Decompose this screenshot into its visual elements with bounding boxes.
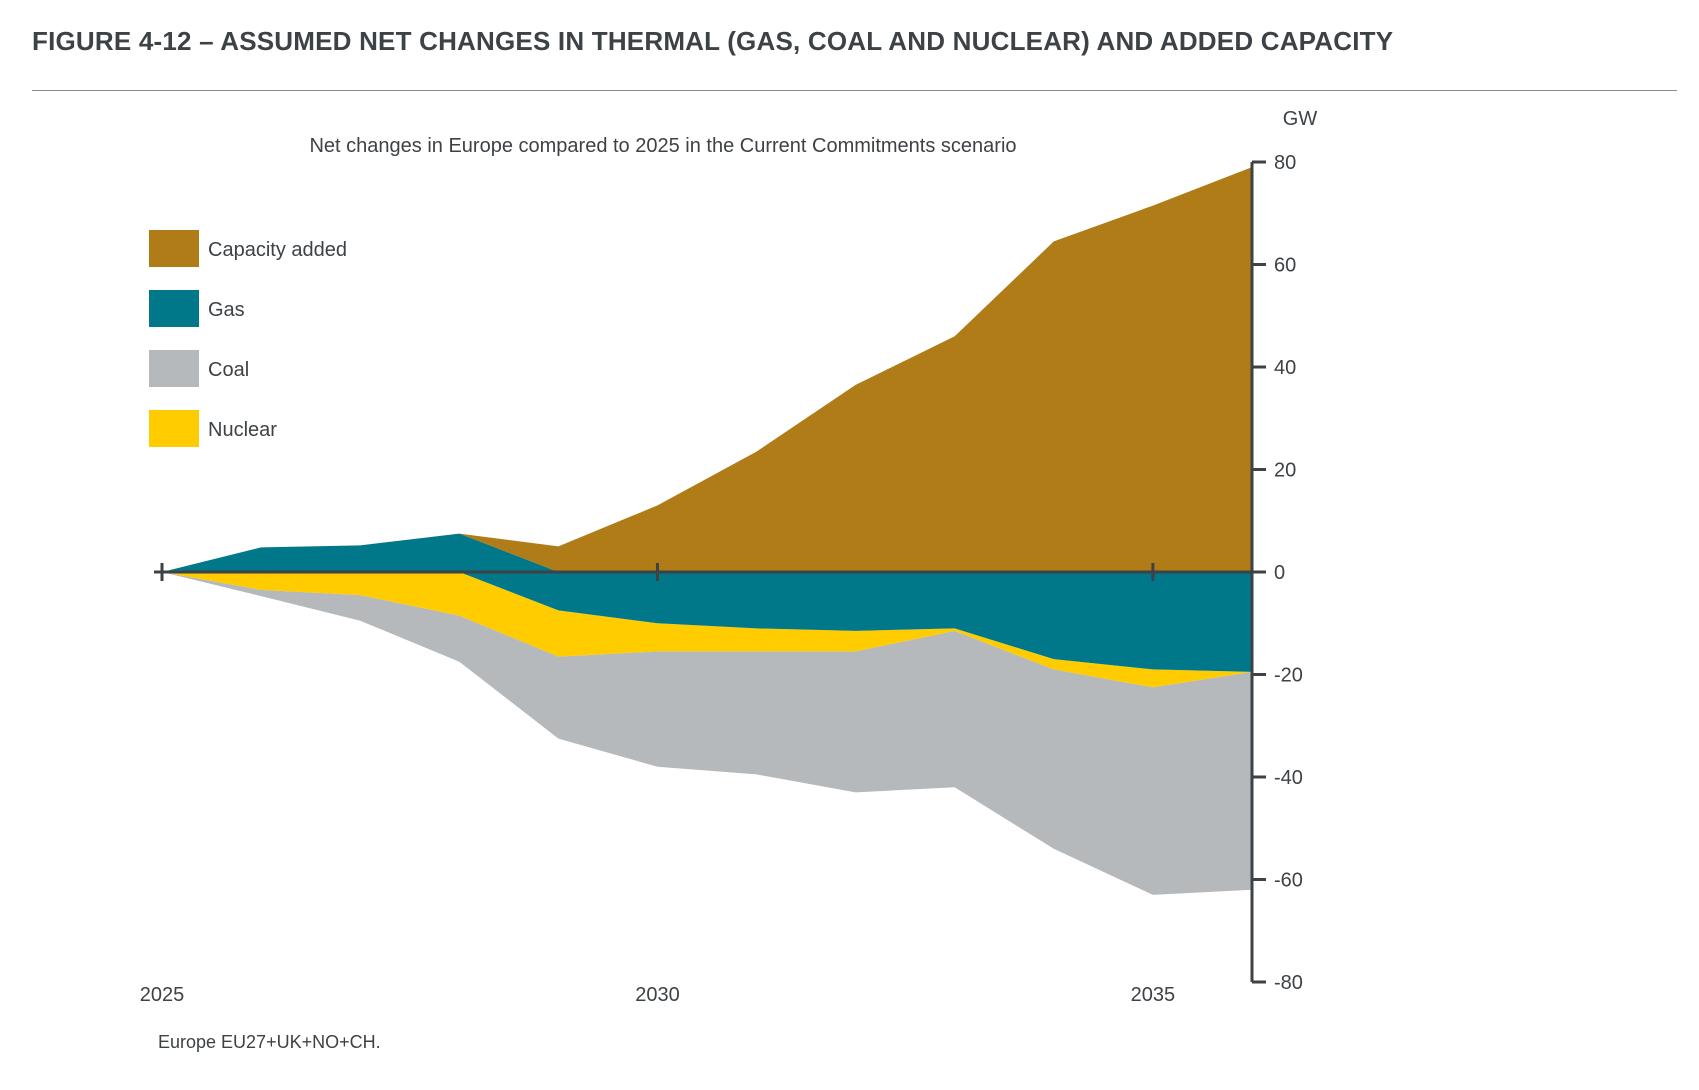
area-gas-negative (162, 572, 1252, 672)
y-tick-label: -20 (1274, 665, 1303, 687)
y-tick-label: 80 (1274, 152, 1296, 174)
area-gas-positive (162, 533, 1252, 572)
legend-swatch (149, 230, 199, 267)
y-tick-label: -40 (1274, 767, 1303, 789)
area-layers (162, 167, 1252, 895)
legend-swatch (149, 410, 199, 447)
title-divider (32, 90, 1677, 91)
figure-title: FIGURE 4-12 – ASSUMED NET CHANGES IN THE… (32, 26, 1394, 56)
area-coal (162, 572, 1252, 895)
area-capacity-added (162, 167, 1252, 572)
axes: 80 60 40 20 0 -20 -40 -60 -80 2025 2030 2035 (140, 152, 1303, 1006)
y-tick-label: -60 (1274, 870, 1303, 892)
x-tick-label: 2025 (140, 984, 185, 1006)
y-axis-unit-label: GW (1283, 108, 1318, 130)
legend: Capacity added Gas Coal Nuclear (149, 230, 347, 447)
x-tick-label: 2035 (1131, 984, 1176, 1006)
y-tick-label: 60 (1274, 255, 1296, 277)
legend-swatch (149, 290, 199, 327)
y-tick-label: 20 (1274, 460, 1296, 482)
legend-label: Nuclear (208, 419, 277, 441)
y-tick-label: 0 (1274, 562, 1285, 584)
y-tick-label: -80 (1274, 972, 1303, 994)
chart-subtitle: Net changes in Europe compared to 2025 i… (309, 135, 1016, 157)
y-tick-label: 40 (1274, 357, 1296, 379)
area-nuclear (162, 572, 1252, 688)
legend-label: Coal (208, 359, 249, 381)
footnote: Europe EU27+UK+NO+CH. (158, 1032, 381, 1052)
legend-label: Capacity added (208, 239, 347, 261)
legend-label: Gas (208, 299, 245, 321)
x-tick-label: 2030 (635, 984, 680, 1006)
legend-swatch (149, 350, 199, 387)
